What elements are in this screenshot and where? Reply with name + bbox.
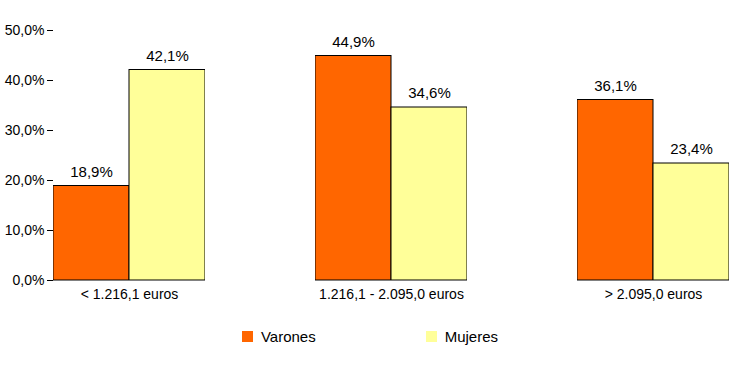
html-text:Varones: Varones [260, 328, 316, 345]
svg-text:44,9%: 44,9% [332, 33, 375, 50]
svg-text:20,0%: 20,0% [5, 172, 45, 188]
svg-text:40,0%: 40,0% [5, 72, 45, 88]
svg-text:1.216,1 - 2.095,0 euros: 1.216,1 - 2.095,0 euros [319, 286, 464, 302]
svg-text:23,4%: 23,4% [670, 140, 713, 157]
svg-text:> 2.095,0 euros: > 2.095,0 euros [605, 286, 703, 302]
svg-text:18,9%: 18,9% [70, 163, 113, 180]
svg-text:42,1%: 42,1% [146, 47, 189, 64]
svg-text:34,6%: 34,6% [408, 84, 451, 101]
svg-text:10,0%: 10,0% [5, 222, 45, 238]
html-text:Mujeres: Mujeres [444, 328, 499, 345]
svg-text:50,0%: 50,0% [5, 22, 45, 38]
svg-text:0,0%: 0,0% [13, 272, 45, 288]
svg-text:36,1%: 36,1% [594, 77, 637, 94]
svg-text:30,0%: 30,0% [5, 122, 45, 138]
svg-text:< 1.216,1 euros: < 1.216,1 euros [81, 286, 179, 302]
